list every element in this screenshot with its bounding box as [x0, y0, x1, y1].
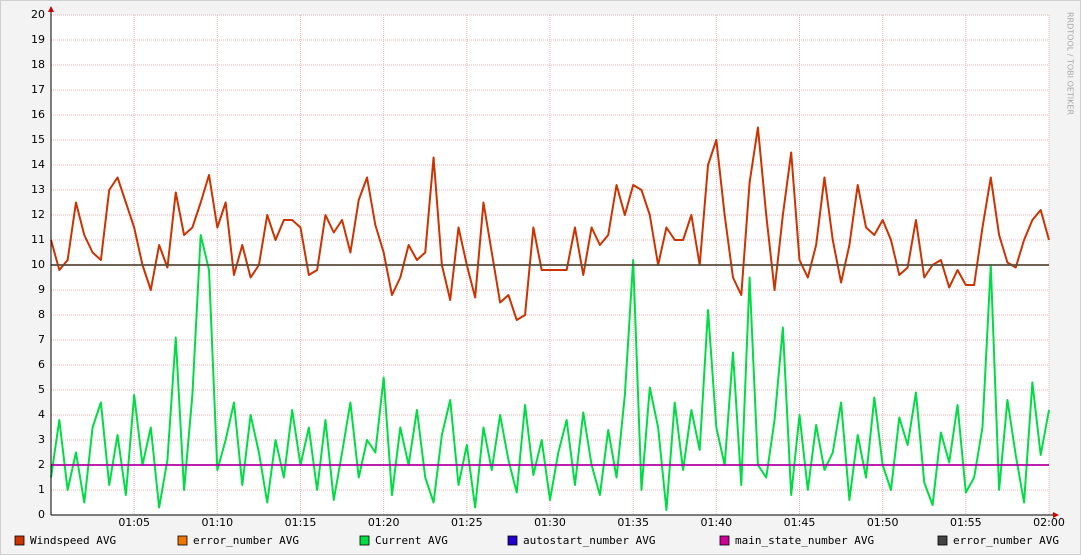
- y-tick-label: 16: [31, 108, 45, 121]
- y-tick-label: 3: [38, 433, 45, 446]
- y-tick-label: 4: [38, 408, 45, 421]
- y-tick-label: 5: [38, 383, 45, 396]
- y-tick-label: 11: [31, 233, 45, 246]
- legend-label: main_state_number AVG: [735, 534, 874, 547]
- y-tick-label: 9: [38, 283, 45, 296]
- y-tick-label: 17: [31, 83, 45, 96]
- x-tick-label: 01:50: [867, 516, 899, 529]
- x-tick-label: 01:15: [285, 516, 317, 529]
- x-tick-label: 01:45: [784, 516, 816, 529]
- series-lines: [50, 126, 1050, 511]
- legend-swatch: [507, 535, 518, 546]
- y-tick-label: 20: [31, 8, 45, 21]
- legend-swatch: [719, 535, 730, 546]
- x-tick-label: 01:25: [451, 516, 483, 529]
- axes: [48, 6, 1059, 518]
- y-tick-label: 14: [31, 158, 45, 171]
- y-tick-label: 2: [38, 458, 45, 471]
- legend-swatch: [937, 535, 948, 546]
- legend-label: error_number AVG: [953, 534, 1059, 547]
- y-tick-label: 10: [31, 258, 45, 271]
- y-tick-label: 7: [38, 333, 45, 346]
- legend-label: Current AVG: [375, 534, 448, 547]
- x-tick-label: 01:35: [617, 516, 649, 529]
- legend-swatch: [14, 535, 25, 546]
- x-tick-label: 01:10: [201, 516, 233, 529]
- series-line: [50, 126, 1050, 321]
- y-tick-label: 6: [38, 358, 45, 371]
- legend-label: Windspeed AVG: [30, 534, 116, 547]
- legend-swatch: [359, 535, 370, 546]
- watermark: RRDTOOL / TOBI OETIKER: [1066, 12, 1075, 115]
- y-tick-label: 8: [38, 308, 45, 321]
- y-arrow: [48, 6, 54, 12]
- legend-label: autostart_number AVG: [523, 534, 655, 547]
- legend: Windspeed AVG error_number AVG Current AVG…: [14, 534, 1059, 547]
- x-tick-label: 01:20: [368, 516, 400, 529]
- y-tick-label: 19: [31, 33, 45, 46]
- x-tick-label: 01:55: [950, 516, 982, 529]
- y-tick-label: 12: [31, 208, 45, 221]
- x-tick-label: 01:40: [700, 516, 732, 529]
- x-tick-label: 01:30: [534, 516, 566, 529]
- y-tick-label: 13: [31, 183, 45, 196]
- y-tick-label: 18: [31, 58, 45, 71]
- x-tick-label: 02:00: [1033, 516, 1065, 529]
- y-tick-label: 15: [31, 133, 45, 146]
- legend-label: error_number AVG: [193, 534, 299, 547]
- y-tick-label: 0: [38, 508, 45, 521]
- x-arrow: [1053, 512, 1059, 518]
- x-tick-label: 01:05: [118, 516, 150, 529]
- legend-swatch: [177, 535, 188, 546]
- y-tick-label: 1: [38, 483, 45, 496]
